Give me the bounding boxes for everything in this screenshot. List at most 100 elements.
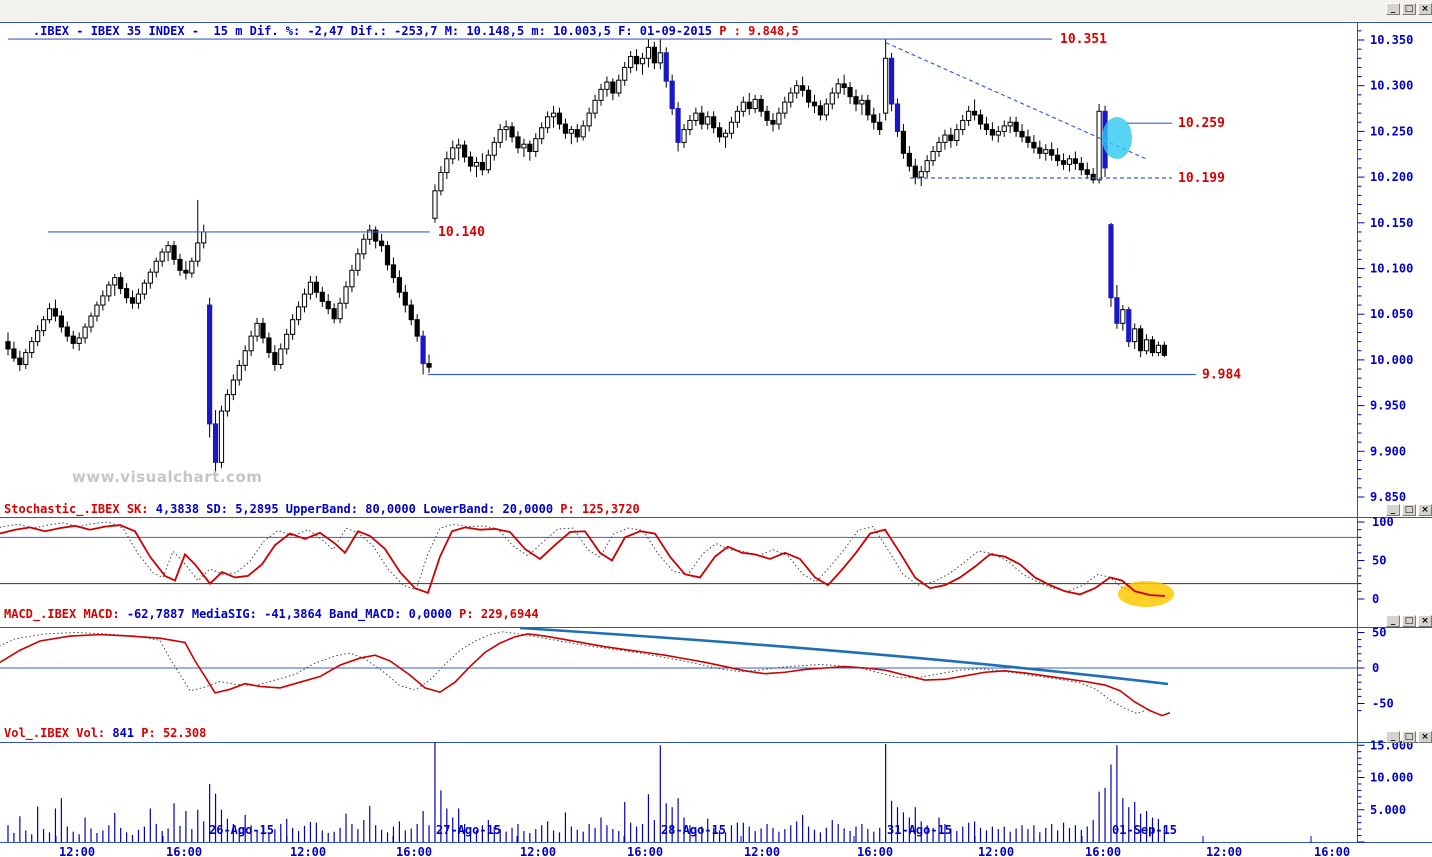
candle-body [639, 57, 646, 65]
candle-body [497, 129, 503, 143]
candle-body [936, 141, 942, 153]
candle-body [295, 306, 302, 321]
candle-body [491, 141, 497, 156]
candle-body [343, 286, 349, 304]
minimize-icon[interactable]: _ [1386, 731, 1400, 743]
date-label: 01-Sep-15 [1112, 823, 1177, 837]
candle-body [1072, 158, 1079, 164]
candle-body [248, 335, 254, 352]
candle-body [1143, 339, 1150, 352]
candle-body [1078, 162, 1084, 171]
minimize-icon[interactable]: _ [1386, 504, 1400, 516]
candle-body [622, 66, 628, 81]
candle-body [580, 125, 586, 138]
candle-body [171, 245, 177, 260]
candle-body [266, 337, 272, 354]
candle-body [1161, 344, 1167, 356]
time-axis[interactable] [0, 843, 1357, 857]
candle-body [503, 126, 509, 131]
stochastic-indicator-label-segment: P: 125,3720 [560, 502, 640, 516]
candle-body [135, 293, 142, 304]
candle-body [1037, 147, 1043, 154]
candle-body [995, 130, 1001, 136]
macd-axis-label: 50 [1372, 626, 1386, 640]
candle-body [782, 101, 788, 114]
maximize-icon[interactable]: □ [1402, 615, 1416, 627]
candle-body [568, 129, 574, 134]
minimize-icon[interactable]: _ [1386, 615, 1400, 627]
candle-body [954, 129, 960, 142]
candle-body [46, 308, 53, 321]
time-axis-label: 16:00 [166, 845, 202, 857]
candle-body [254, 322, 260, 337]
stoch-axis-label: 100 [1372, 515, 1394, 529]
candle-body [829, 92, 835, 105]
candle-body [218, 410, 225, 463]
candle-body [337, 302, 343, 320]
candle-body [402, 291, 408, 306]
stochastic-indicator-label-segment: 4,3838 SD: 5,2895 UpperBand: 80,0000 Low… [155, 502, 561, 516]
stoch-sd-line [0, 521, 1154, 594]
candle-body [645, 46, 652, 59]
candle-body [930, 151, 936, 162]
candle-body [533, 138, 539, 153]
stochastic-indicator-label: Stochastic_.IBEX SK: 4,3838 SD: 5,2895 U… [4, 502, 640, 516]
candle-body [699, 112, 705, 125]
volume-indicator-label-segment: P: 52.308 [141, 726, 207, 740]
candle-body [847, 87, 853, 98]
price-axis-label: 9.950 [1370, 399, 1406, 413]
candle-body [924, 160, 930, 173]
candle-body [183, 269, 189, 274]
candle-body [29, 341, 35, 354]
macd-indicator-label-segment: P: 229,6944 [459, 607, 539, 621]
candle-body [23, 352, 29, 365]
candle-body [473, 161, 480, 167]
candle-body [1013, 121, 1019, 132]
candle-body [865, 99, 871, 116]
candle-body [1096, 110, 1102, 181]
candle-body [1043, 149, 1049, 154]
minimize-icon[interactable]: _ [1386, 3, 1400, 15]
price-level-label: 10.351 [1060, 32, 1107, 47]
macd-axis[interactable] [1358, 628, 1432, 726]
time-axis-label: 16:00 [396, 845, 432, 857]
price-level-label: 10.199 [1178, 171, 1225, 186]
candle-body [805, 89, 812, 103]
macd-indicator-label-segment: MACD_.IBEX MACD: [4, 607, 127, 621]
close-icon[interactable]: × [1418, 504, 1432, 516]
candle-body [313, 281, 319, 293]
candle-body [746, 101, 752, 110]
candle-body [384, 245, 391, 266]
candle-body [823, 103, 829, 116]
candle-body [230, 379, 236, 396]
maximize-icon[interactable]: □ [1402, 731, 1416, 743]
candle-body [479, 161, 485, 171]
candle-body [349, 269, 355, 288]
candle-body [438, 172, 444, 192]
close-icon[interactable]: × [1418, 3, 1432, 15]
candle-body [1149, 339, 1156, 354]
maximize-icon[interactable]: □ [1402, 3, 1416, 15]
highlight-ellipse-cyan[interactable] [1102, 117, 1132, 159]
candle-body [663, 52, 669, 82]
close-icon[interactable]: × [1418, 731, 1432, 743]
candle-body [509, 126, 515, 138]
candle-body [5, 341, 11, 350]
candle-body [1120, 309, 1126, 324]
macd-trend-curve[interactable] [519, 626, 1169, 686]
candle-body [141, 282, 147, 295]
maximize-icon[interactable]: □ [1402, 504, 1416, 516]
chart-title-segment: .IBEX - IBEX 35 INDEX - 15 m Dif. %: -2,… [32, 24, 720, 38]
candle-body [728, 121, 735, 134]
candle-body [331, 308, 337, 320]
main-plot-area[interactable] [0, 22, 1357, 500]
volume-axis[interactable] [1358, 743, 1432, 842]
close-icon[interactable]: × [1418, 615, 1432, 627]
candle-body [811, 101, 818, 107]
stochastic-axis[interactable] [1358, 518, 1432, 604]
candle-body [794, 85, 800, 94]
candle-body [373, 229, 379, 242]
candle-body [189, 260, 195, 274]
volume-indicator-label-segment: 841 [112, 726, 142, 740]
